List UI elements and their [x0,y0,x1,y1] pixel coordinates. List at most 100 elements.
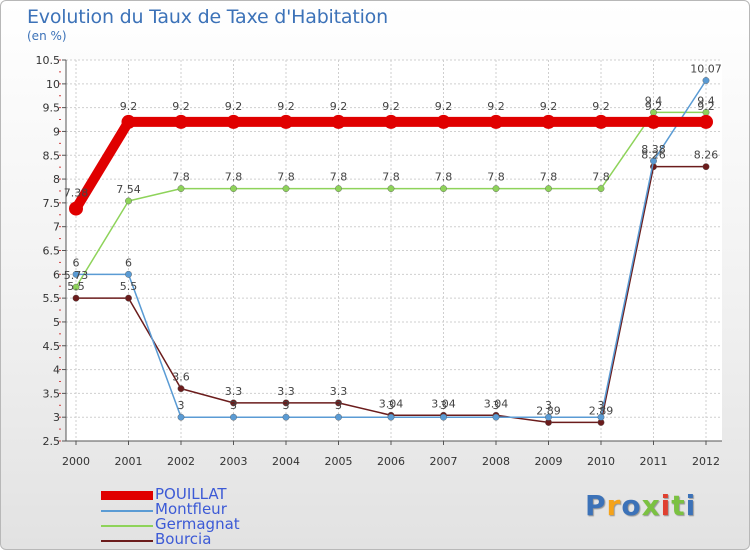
y-tick-label: 5 [53,316,60,329]
data-point-montfleur [72,270,80,278]
data-point-germagnat [177,185,185,192]
data-point-pouillat [174,114,188,129]
data-label-germagnat: 7.8 [277,171,295,184]
data-label-germagnat: 5.73 [64,269,89,282]
x-tick-label: 2002 [167,455,195,468]
data-point-germagnat [230,185,237,192]
data-point-pouillat [646,114,661,129]
data-point-germagnat [492,185,500,192]
legend-swatch [101,540,153,542]
data-label-montfleur: 6 [73,256,80,269]
x-tick-label: 2004 [272,455,300,468]
data-label-pouillat: 9.2 [645,100,663,113]
data-point-montfleur [282,413,290,421]
data-label-pouillat: 9.2 [697,100,715,113]
y-tick-label: 10.5 [36,54,61,67]
x-tick-label: 2000 [62,455,90,468]
x-tick-label: 2005 [325,455,353,468]
y-tick-label: 7 [53,221,60,234]
data-label-bourcia: 3.3 [277,385,295,398]
data-point-montfleur [702,77,710,84]
data-label-bourcia: 3.6 [172,371,190,384]
y-tick-label: 9.5 [43,102,61,115]
data-point-germagnat [125,197,132,205]
data-label-montfleur: 3 [493,399,500,412]
legend-swatch [101,491,153,500]
data-label-montfleur: 6 [125,256,132,269]
data-point-montfleur [387,413,395,421]
data-label-bourcia: 3.3 [225,385,243,398]
legend-label: Montfleur [155,500,227,518]
data-point-montfleur [492,413,500,421]
data-label-montfleur: 3 [440,399,447,412]
data-label-bourcia: 8.26 [641,149,666,162]
logo-letter: o [621,489,642,522]
data-point-bourcia [702,163,710,171]
data-label-germagnat: 7.8 [172,171,190,184]
data-point-montfleur [650,157,657,165]
data-label-germagnat: 7.8 [540,171,558,184]
data-point-germagnat [597,185,605,192]
y-tick-label: 6 [53,268,60,281]
data-point-montfleur [125,270,132,278]
data-label-bourcia: 5.5 [120,280,138,293]
x-tick-label: 2009 [535,455,563,468]
proxiti-logo: Proxiti [585,489,696,522]
data-label-pouillat: 9.2 [592,100,610,113]
data-point-pouillat [226,114,241,129]
data-label-montfleur: 3 [545,399,552,412]
y-tick-label: 5.5 [43,292,61,305]
data-label-bourcia: 2.89 [589,404,614,417]
x-tick-label: 2007 [430,455,458,468]
data-point-pouillat [279,114,293,129]
data-label-germagnat: 9.4 [697,94,715,107]
data-point-pouillat [436,114,451,129]
logo-letter: r [606,489,622,522]
data-point-germagnat [387,185,395,192]
data-label-bourcia: 3.04 [484,397,509,410]
logo-letter: i [660,489,672,522]
data-point-pouillat [384,114,398,129]
data-label-montfleur: 8.38 [641,143,666,156]
data-label-pouillat: 9.2 [277,100,295,113]
data-point-pouillat [489,114,503,129]
x-tick-label: 2012 [692,455,720,468]
data-point-pouillat [69,201,83,216]
data-point-bourcia [282,399,290,407]
logo-letter: i [685,489,697,522]
data-label-germagnat: 7.8 [487,171,505,184]
data-point-germagnat [440,185,447,192]
data-label-pouillat: 9.2 [172,100,190,113]
data-label-bourcia: 3.3 [330,385,348,398]
y-tick-label: 4 [53,364,60,377]
data-point-germagnat [282,185,290,192]
data-point-pouillat [594,114,608,129]
data-point-pouillat [331,114,346,129]
y-tick-label: 10 [46,78,60,91]
legend-swatch [101,525,153,527]
data-label-bourcia: 8.26 [694,149,719,162]
data-label-bourcia: 2.89 [536,404,561,417]
data-label-pouillat: 9.2 [330,100,348,113]
data-point-montfleur [230,413,237,421]
x-tick-label: 2001 [115,455,143,468]
x-tick-label: 2008 [482,455,510,468]
data-label-germagnat: 7.8 [225,171,243,184]
y-tick-label: 2.5 [43,435,61,448]
y-tick-label: 6.5 [43,245,61,258]
data-label-pouillat: 7.38 [64,187,89,200]
data-label-montfleur: 3 [388,399,395,412]
x-tick-label: 2003 [220,455,248,468]
y-unit-label: (en %) [27,29,67,43]
data-label-montfleur: 3 [283,399,290,412]
data-point-germagnat [72,283,80,291]
data-point-bourcia [230,399,237,407]
data-point-bourcia [177,385,185,393]
data-label-bourcia: 3.04 [379,397,404,410]
data-point-pouillat [699,114,713,129]
data-point-germagnat [545,185,552,192]
data-label-montfleur: 3 [598,399,605,412]
data-label-germagnat: 7.54 [116,183,141,196]
